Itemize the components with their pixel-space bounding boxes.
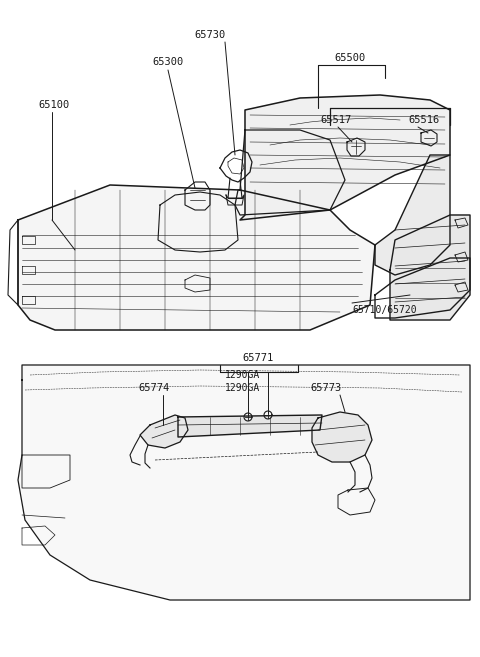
Text: 65773: 65773 [310,383,341,393]
Text: 65774: 65774 [138,383,169,393]
Text: 1290GA: 1290GA [225,370,260,380]
Text: 65500: 65500 [335,53,366,63]
Polygon shape [18,365,470,600]
Text: 1290GA: 1290GA [225,383,260,393]
Polygon shape [18,185,375,330]
Polygon shape [178,415,322,437]
Text: 65100: 65100 [38,100,69,110]
Polygon shape [375,155,450,275]
Text: 65710/65720: 65710/65720 [352,305,417,315]
Polygon shape [240,95,450,220]
Text: 65516: 65516 [408,115,439,125]
Polygon shape [312,412,372,462]
Text: 65771: 65771 [242,353,274,363]
Text: 65730: 65730 [194,30,226,40]
Text: 65517: 65517 [320,115,351,125]
Polygon shape [140,415,188,448]
Text: 65300: 65300 [152,57,183,67]
Polygon shape [390,215,470,320]
